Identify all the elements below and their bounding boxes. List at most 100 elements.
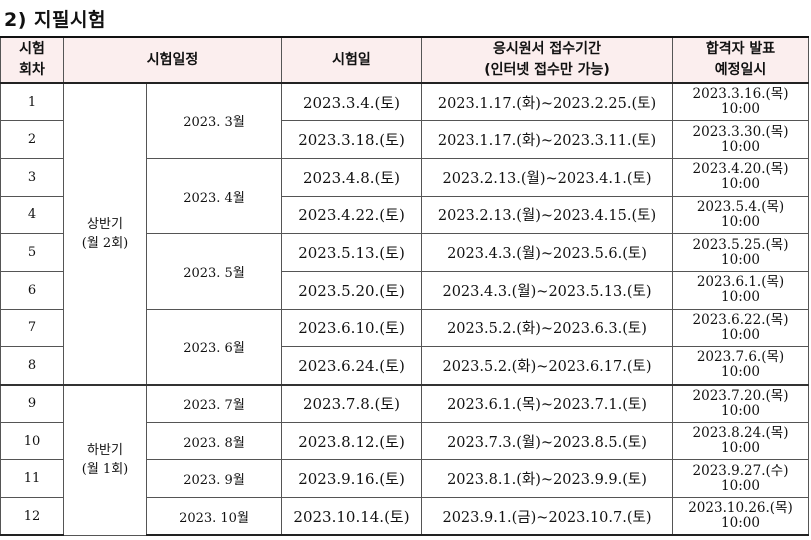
half-period: 하반기 (월 1회) [63,383,147,536]
announcement-datetime: 2023.9.27.(수) 10:00 [672,459,809,499]
exam-schedule-table: 시험 회차 시험일정 시험일 응시원서 접수기간 (인터넷 접수만 가능) 합격자 … [0,36,809,537]
exam-date: 2023.6.10.(토) [281,308,422,348]
announcement-datetime: 2023.5.4.(목) 10:00 [672,195,809,235]
announcement-time: 10:00 [721,101,760,118]
application-period: 2023.2.13.(월)~2023.4.15.(토) [421,195,673,235]
announcement-time: 10:00 [721,364,760,381]
application-period: 2023.4.3.(월)~2023.5.13.(토) [421,270,673,310]
exam-date: 2023.4.22.(토) [281,195,422,235]
exam-date: 2023.9.16.(토) [281,459,422,499]
table-row: 2 2023.3.18.(토) 2023.1.17.(화)~2023.3.11.(토… [0,120,809,159]
announcement-datetime: 2023.7.6.(목) 10:00 [672,346,809,385]
application-period: 2023.1.17.(화)~2023.3.11.(토) [421,120,673,159]
table-row: 11 2023. 9월 2023.9.16.(토) 2023.8.1.(화)~2023… [0,459,809,499]
announcement-time: 10:00 [721,477,760,494]
schedule-month: 2023. 8월 [146,421,282,461]
round-number: 12 [0,497,64,537]
header-announcement: 합격자 발표 예정일시 [672,36,809,84]
table-row: 6 2023.5.20.(토) 2023.4.3.(월)~2023.5.13.(토)… [0,270,809,310]
exam-date: 2023.3.18.(토) [281,120,422,159]
announcement-time: 10:00 [721,251,760,268]
application-period: 2023.4.3.(월)~2023.5.6.(토) [421,233,673,272]
schedule-month: 2023. 10월 [146,497,282,537]
announcement-date: 2023.5.4.(목) [696,198,785,215]
schedule-month: 2023. 7월 [146,383,282,423]
application-period: 2023.5.2.(화)~2023.6.3.(토) [421,308,673,348]
announcement-date: 2023.10.26.(목) [688,500,793,517]
schedule-month: 2023. 6월 [146,308,282,386]
table-row: 12 2023. 10월 2023.10.14.(토) 2023.9.1.(금)~20… [0,497,809,537]
application-period: 2023.6.1.(목)~2023.7.1.(토) [421,383,673,423]
round-number: 4 [0,195,64,235]
table-row: 1 상반기 (월 2회) 2023. 3월 2023.3.4.(토) 2023.1.17.… [0,82,809,385]
header-application: 응시원서 접수기간 (인터넷 접수만 가능) [421,36,673,84]
header-row: 시험 회차 시험일정 시험일 응시원서 접수기간 (인터넷 접수만 가능) 합격자 … [0,36,809,84]
round-number: 9 [0,383,64,423]
header-schedule: 시험일정 [63,36,282,84]
announcement-time: 10:00 [721,138,760,155]
announcement-time: 10:00 [721,213,760,230]
round-number: 8 [0,346,64,385]
announcement-date: 2023.3.16.(목) [692,86,789,103]
announcement-date: 2023.9.27.(수) [692,462,789,479]
announcement-date: 2023.6.1.(목) [696,274,785,291]
announcement-date: 2023.8.24.(목) [692,425,789,442]
schedule-month: 2023. 4월 [146,157,282,235]
exam-date: 2023.10.14.(토) [281,497,422,537]
announcement-time: 10:00 [721,402,760,419]
schedule-month: 2023. 9월 [146,459,282,499]
section-title: 2) 지필시험 [4,9,106,31]
announcement-time: 10:00 [721,440,760,457]
announcement-datetime: 2023.8.24.(목) 10:00 [672,421,809,461]
announcement-time: 10:00 [721,326,760,343]
round-number: 11 [0,459,64,499]
table-row: 7 2023. 6월 2023.6.10.(토) 2023.5.2.(화)~2023.… [0,308,809,386]
application-period: 2023.8.1.(화)~2023.9.9.(토) [421,459,673,499]
announcement-datetime: 2023.5.25.(목) 10:00 [672,233,809,272]
schedule-month: 2023. 5월 [146,233,282,310]
announcement-datetime: 2023.10.26.(목) 10:00 [672,497,809,537]
announcement-datetime: 2023.4.20.(목) 10:00 [672,157,809,197]
round-number: 5 [0,233,64,272]
round-number: 7 [0,308,64,348]
exam-date: 2023.8.12.(토) [281,421,422,461]
exam-date: 2023.4.8.(토) [281,157,422,197]
application-period: 2023.5.2.(화)~2023.6.17.(토) [421,346,673,385]
half-period: 상반기 (월 2회) [63,82,147,385]
table-row: 9 하반기 (월 1회) 2023. 7월 2023.7.8.(토) 2023.6.1.(… [0,383,809,536]
round-number: 1 [0,82,64,122]
announcement-date: 2023.7.6.(목) [696,349,785,366]
application-period: 2023.9.1.(금)~2023.10.7.(토) [421,497,673,537]
header-round: 시험 회차 [0,36,64,84]
exam-date: 2023.3.4.(토) [281,82,422,122]
announcement-date: 2023.5.25.(목) [692,236,789,253]
announcement-datetime: 2023.3.16.(목) 10:00 [672,82,809,122]
header-exam-date: 시험일 [281,36,422,84]
announcement-date: 2023.3.30.(목) [692,123,789,140]
exam-date: 2023.7.8.(토) [281,383,422,423]
schedule-month: 2023. 3월 [146,82,282,159]
exam-date: 2023.5.13.(토) [281,233,422,272]
announcement-datetime: 2023.6.22.(목) 10:00 [672,308,809,348]
application-period: 2023.1.17.(화)~2023.2.25.(토) [421,82,673,122]
round-number: 10 [0,421,64,461]
application-period: 2023.2.13.(월)~2023.4.1.(토) [421,157,673,197]
announcement-time: 10:00 [721,289,760,306]
announcement-date: 2023.7.20.(목) [692,387,789,404]
exam-date: 2023.6.24.(토) [281,346,422,385]
announcement-time: 10:00 [721,515,760,532]
table-row: 3 2023. 4월 2023.4.8.(토) 2023.2.13.(월)~2023.… [0,157,809,235]
application-period: 2023.7.3.(월)~2023.8.5.(토) [421,421,673,461]
announcement-datetime: 2023.7.20.(목) 10:00 [672,383,809,423]
announcement-date: 2023.4.20.(목) [692,161,789,178]
table-row: 5 2023. 5월 2023.5.13.(토) 2023.4.3.(월)~2023.… [0,233,809,310]
round-number: 6 [0,270,64,310]
announcement-datetime: 2023.3.30.(목) 10:00 [672,120,809,159]
announcement-time: 10:00 [721,176,760,193]
announcement-datetime: 2023.6.1.(목) 10:00 [672,270,809,310]
exam-date: 2023.5.20.(토) [281,270,422,310]
round-number: 3 [0,157,64,197]
announcement-date: 2023.6.22.(목) [692,311,789,328]
round-number: 2 [0,120,64,159]
